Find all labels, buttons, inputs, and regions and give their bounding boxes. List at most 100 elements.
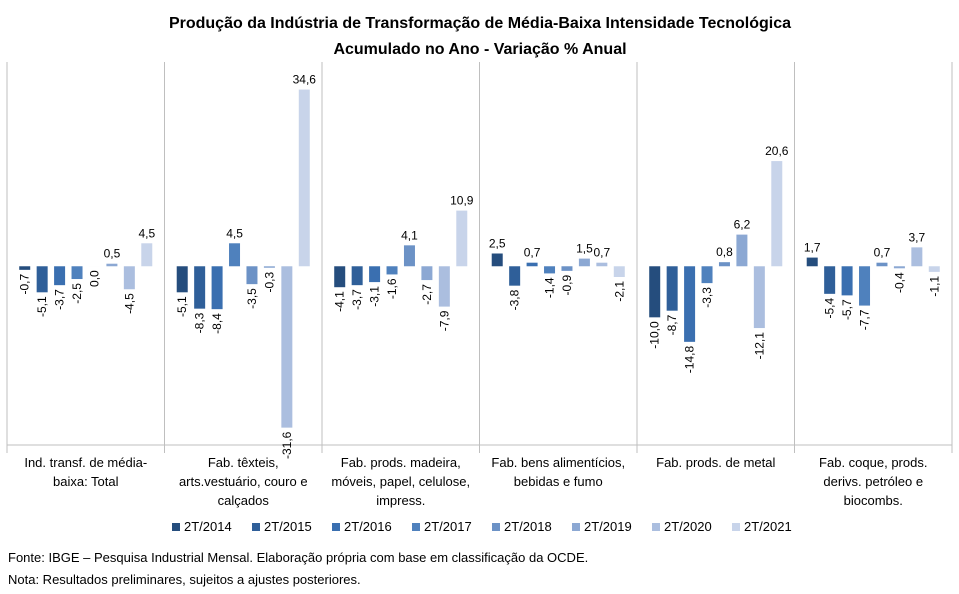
bar xyxy=(526,262,538,267)
bar xyxy=(229,243,241,267)
x-tick-label: Fab. têxteis, arts.vestuário, couro e ca… xyxy=(178,455,308,508)
data-label: -5,7 xyxy=(840,299,854,320)
data-label: 0,7 xyxy=(594,246,611,260)
data-label: 4,5 xyxy=(226,226,243,240)
data-label: -7,9 xyxy=(437,310,451,331)
data-label: -8,4 xyxy=(210,313,224,334)
bar xyxy=(911,247,923,267)
x-tick-label: Fab. bens alimentícios, bebidas e fumo xyxy=(491,455,626,489)
data-label: 0,0 xyxy=(87,270,101,287)
bar xyxy=(666,266,678,311)
x-tick-label: Fab. coque, prods. derivs. petróleo e bi… xyxy=(819,455,928,508)
data-label: -0,4 xyxy=(892,272,906,293)
bar xyxy=(403,245,415,267)
data-label: -5,4 xyxy=(823,298,837,319)
legend-swatch xyxy=(252,523,260,531)
data-label: -8,3 xyxy=(193,312,207,333)
legend-label: 2T/2017 xyxy=(424,519,472,534)
bar xyxy=(928,266,940,272)
bar xyxy=(71,266,83,280)
bar xyxy=(298,89,310,267)
bar xyxy=(596,262,608,267)
data-label: 6,2 xyxy=(734,218,751,232)
legend-label: 2T/2018 xyxy=(504,519,552,534)
bar xyxy=(824,266,836,294)
chart-title: Produção da Indústria de Transformação d… xyxy=(169,15,791,32)
bar xyxy=(36,266,48,293)
bar xyxy=(544,266,556,274)
data-label: 0,7 xyxy=(524,246,541,260)
data-label: 4,1 xyxy=(401,228,418,242)
data-label: -3,1 xyxy=(368,286,382,307)
legend-swatch xyxy=(332,523,340,531)
x-tick-label: Fab. prods. madeira, móveis, papel, celu… xyxy=(331,455,471,508)
data-label: -14,8 xyxy=(683,346,697,374)
bar xyxy=(176,266,188,293)
data-label: 0,7 xyxy=(874,246,891,260)
legend-swatch xyxy=(492,523,500,531)
bar xyxy=(19,266,31,270)
data-label: -7,7 xyxy=(858,309,872,330)
legend-label: 2T/2016 xyxy=(344,519,392,534)
x-tick-label: Ind. transf. de média-baixa: Total xyxy=(24,455,148,489)
bar xyxy=(334,266,346,288)
bar xyxy=(893,266,905,269)
bar xyxy=(421,266,433,281)
data-label: 1,7 xyxy=(804,241,821,255)
bar xyxy=(123,266,135,290)
footnote: Nota: Resultados preliminares, sujeitos … xyxy=(8,572,361,587)
bar xyxy=(211,266,223,310)
bar xyxy=(54,266,66,286)
legend-swatch xyxy=(732,523,740,531)
bar xyxy=(456,210,468,267)
data-label: 34,6 xyxy=(293,73,317,87)
data-label: -4,1 xyxy=(333,291,347,312)
bar xyxy=(684,266,696,342)
bar xyxy=(718,262,730,267)
bar xyxy=(859,266,871,306)
bar xyxy=(351,266,363,286)
bar xyxy=(701,266,713,284)
bar xyxy=(369,266,381,283)
bar xyxy=(263,266,275,268)
data-label: 0,8 xyxy=(716,245,733,259)
data-label: -3,8 xyxy=(508,289,522,310)
data-label: -1,6 xyxy=(385,278,399,299)
data-label: 4,5 xyxy=(138,226,155,240)
data-label: -0,3 xyxy=(262,271,276,292)
data-label: -12,1 xyxy=(752,332,766,360)
data-label: 10,9 xyxy=(450,194,474,208)
legend-label: 2T/2020 xyxy=(664,519,712,534)
bar xyxy=(613,266,625,277)
data-label: -2,5 xyxy=(70,283,84,304)
data-label: -1,4 xyxy=(543,277,557,298)
bar xyxy=(194,266,206,309)
data-label: -3,5 xyxy=(245,288,259,309)
legend-label: 2T/2021 xyxy=(744,519,792,534)
bar xyxy=(736,234,748,267)
bar xyxy=(771,161,783,267)
bar xyxy=(509,266,521,286)
data-label: -0,9 xyxy=(560,275,574,296)
bar xyxy=(876,262,888,267)
legend-label: 2T/2019 xyxy=(584,519,632,534)
bar xyxy=(561,266,573,271)
data-label: -0,7 xyxy=(18,274,32,295)
data-label: -3,7 xyxy=(350,289,364,310)
bar xyxy=(649,266,661,318)
legend-swatch xyxy=(172,523,180,531)
data-label: 3,7 xyxy=(909,230,926,244)
data-label: -10,0 xyxy=(648,321,662,349)
bar xyxy=(491,253,503,267)
bar xyxy=(438,266,450,307)
data-label: -2,7 xyxy=(420,284,434,305)
data-label: -4,5 xyxy=(122,293,136,314)
legend-label: 2T/2015 xyxy=(264,519,312,534)
legend-label: 2T/2014 xyxy=(184,519,232,534)
data-label: -5,1 xyxy=(175,296,189,317)
legend-swatch xyxy=(572,523,580,531)
bar xyxy=(106,263,118,267)
data-label: -1,1 xyxy=(927,276,941,297)
